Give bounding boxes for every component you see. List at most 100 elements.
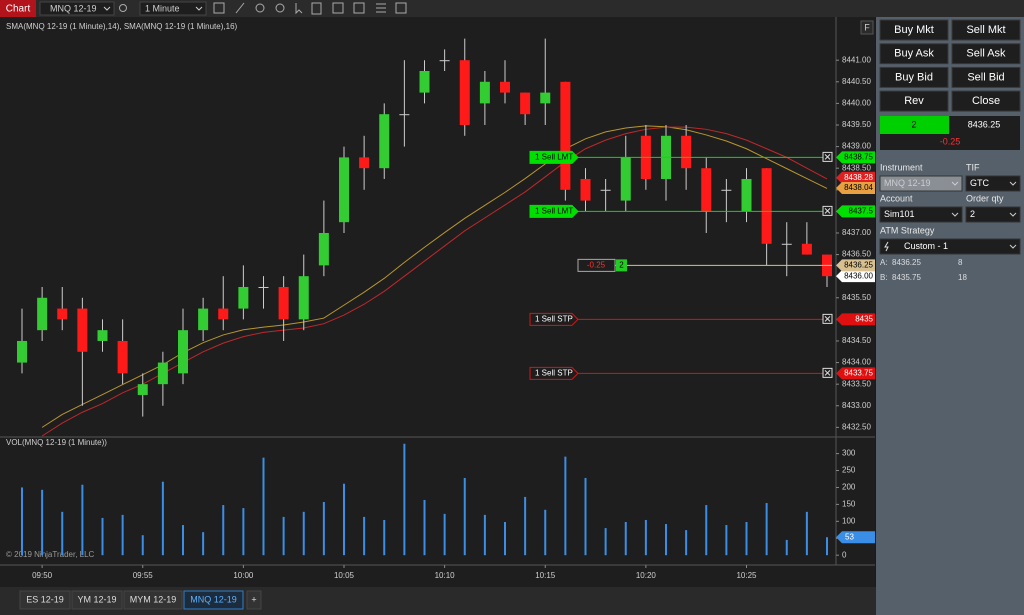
position-qty-cell: [880, 116, 949, 134]
dropdown-arrow: [951, 212, 959, 217]
volume-bar: [604, 528, 607, 556]
volume-panel-title: VOL(MNQ 12-19 (1 Minute)): [6, 438, 107, 447]
candle-body: [520, 92, 531, 115]
atm-icon: [884, 241, 889, 252]
search-icon[interactable]: [119, 4, 127, 12]
order-label-box[interactable]: [529, 150, 579, 164]
chart-tab[interactable]: [0, 0, 36, 17]
ask-label: A:: [880, 258, 888, 267]
y-tick-label: 200: [842, 483, 856, 492]
volume-bar: [101, 517, 104, 556]
volume-bar: [785, 539, 788, 556]
candle-body: [721, 189, 732, 191]
volume-bar: [363, 516, 366, 556]
volume-bar: [524, 496, 527, 556]
order-button[interactable]: [951, 19, 1021, 41]
candle-body: [540, 92, 551, 104]
position-qty: 2: [619, 260, 624, 269]
toolbar-icons[interactable]: [213, 2, 407, 15]
position-pnl-cell: [880, 134, 1020, 150]
candle-body: [741, 178, 752, 212]
last-volume-flag: [836, 531, 875, 544]
candle-body: [238, 286, 249, 309]
order-button[interactable]: [951, 90, 1021, 112]
candle-body: [17, 340, 27, 363]
order-label: 1 Sell STP: [535, 314, 573, 323]
y-tick-label: 8434.00: [842, 358, 871, 367]
y-tick-label: 8439.00: [842, 142, 871, 151]
tab-label: ES 12-19: [26, 594, 64, 604]
y-tick-label: 8440.50: [842, 77, 871, 86]
price-marker-flag: [836, 270, 875, 283]
candle-body: [359, 157, 370, 169]
atm-select[interactable]: [879, 238, 1021, 255]
tab[interactable]: [183, 590, 244, 610]
order-label-box[interactable]: [529, 204, 579, 218]
volume-bar: [745, 521, 748, 556]
field-input[interactable]: [879, 206, 963, 223]
field-label: Instrument: [880, 162, 923, 172]
volume-bar: [705, 505, 708, 556]
order-button[interactable]: [879, 66, 949, 88]
tab[interactable]: [19, 590, 71, 610]
dropdown-arrow: [195, 6, 203, 11]
volume-bar: [685, 530, 688, 556]
candle-body: [117, 340, 128, 374]
interval-select[interactable]: [139, 1, 207, 16]
field-input[interactable]: [965, 206, 1021, 223]
volume-bar: [443, 513, 446, 556]
volume-bar: [182, 525, 184, 556]
dropdown-arrow: [103, 6, 111, 11]
tab[interactable]: [246, 590, 262, 610]
order-button[interactable]: [879, 43, 949, 65]
instrument-select[interactable]: [39, 1, 115, 16]
price-marker-flag-label: 8438.04: [844, 183, 873, 192]
dropdown-arrow: [1009, 244, 1017, 249]
candle-body: [681, 135, 692, 169]
position-price: 8436.25: [968, 119, 1001, 129]
y-tick-label: 8438.50: [842, 163, 871, 172]
order-button[interactable]: [951, 43, 1021, 65]
candle-body: [258, 286, 269, 288]
order-label-box[interactable]: [529, 312, 579, 326]
last-volume-label: 53: [845, 532, 854, 541]
order-button-label: Close: [972, 95, 1000, 107]
order-label: 1 Sell LMT: [535, 206, 573, 215]
volume-bar: [242, 508, 245, 556]
order-button-label: Buy Bid: [895, 71, 933, 83]
copyright: © 2019 NinjaTrader, LLC: [6, 550, 95, 559]
field-input[interactable]: [879, 175, 963, 192]
tab-label: YM 12-19: [77, 594, 116, 604]
order-flag-label: 8438.75: [844, 152, 873, 161]
y-tick-label: 8433.00: [842, 401, 871, 410]
order-button[interactable]: [879, 19, 949, 41]
tab[interactable]: [123, 590, 183, 610]
y-tick-label: 8433.50: [842, 379, 871, 388]
volume-bar: [504, 521, 506, 556]
y-tick-label: 8434.50: [842, 336, 871, 345]
order-button[interactable]: [951, 66, 1021, 88]
y-tick-label: 0: [842, 550, 847, 559]
dropdown-arrow: [1009, 181, 1017, 186]
y-tick-label: 8439.50: [842, 120, 871, 129]
order-flag: [836, 205, 875, 218]
order-button[interactable]: [879, 90, 949, 112]
tab[interactable]: [71, 590, 123, 610]
order-flag: [836, 313, 875, 326]
float-button[interactable]: [860, 20, 874, 35]
order-label: 1 Sell STP: [535, 368, 573, 377]
position-flag: [836, 259, 875, 272]
volume-bar: [383, 519, 386, 556]
order-label-box[interactable]: [529, 366, 579, 380]
candle-body: [77, 308, 88, 352]
order-flag-label: 8437.5: [849, 206, 874, 215]
x-tick-label: 10:00: [233, 571, 254, 580]
candle-body: [500, 81, 510, 93]
volume-bar: [222, 505, 225, 556]
order-button-label: Buy Ask: [894, 48, 934, 60]
position-flag-label: 8436.25: [844, 260, 873, 269]
field-input[interactable]: [965, 175, 1021, 192]
candle-body: [560, 81, 571, 190]
candle-body: [198, 308, 209, 331]
position-qty-box: [616, 259, 627, 272]
